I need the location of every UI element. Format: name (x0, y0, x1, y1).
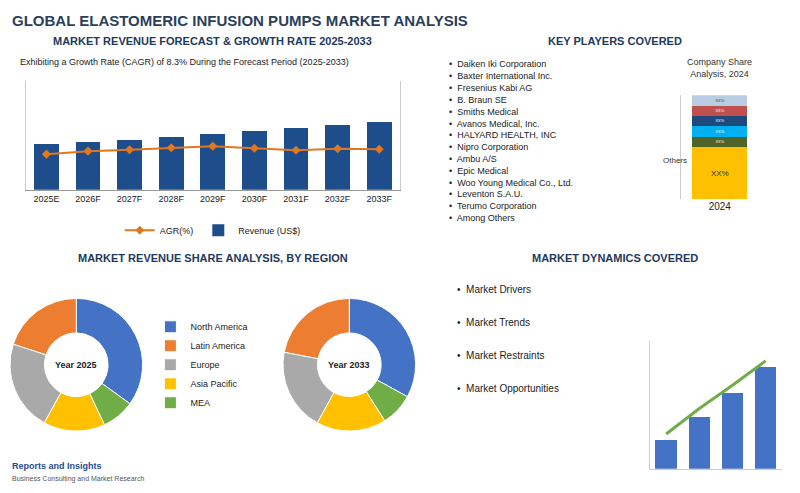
svg-text:MEA: MEA (190, 398, 210, 408)
svg-text:KEY PLAYERS COVERED: KEY PLAYERS COVERED (548, 35, 682, 47)
svg-text:2027F: 2027F (117, 194, 143, 204)
svg-text:2029F: 2029F (200, 194, 226, 204)
svg-text:Reports and Insights: Reports and Insights (12, 461, 102, 471)
svg-text:• Market Drivers: • Market Drivers (457, 284, 531, 295)
svg-text:Exhibiting a Growth Rate (CAGR: Exhibiting a Growth Rate (CAGR) of 8.3% … (20, 57, 349, 67)
svg-text:2024: 2024 (709, 201, 732, 212)
svg-text:• Among Others: • Among Others (449, 213, 515, 223)
svg-text:Latin America: Latin America (190, 341, 245, 351)
svg-text:• Epic Medical: • Epic Medical (449, 166, 508, 176)
svg-text:AGR(%): AGR(%) (160, 226, 194, 236)
svg-text:• Market Restraints: • Market Restraints (457, 350, 544, 361)
svg-text:• Ambu A/S: • Ambu A/S (449, 154, 497, 164)
svg-text:• Woo Young Medical Co., Ltd.: • Woo Young Medical Co., Ltd. (449, 178, 573, 188)
svg-text:• Avanos Medical, Inc.: • Avanos Medical, Inc. (449, 119, 540, 129)
svg-text:XX%: XX% (715, 129, 724, 134)
svg-text:2028F: 2028F (158, 194, 184, 204)
svg-text:• Market Trends: • Market Trends (457, 317, 530, 328)
svg-text:2030F: 2030F (242, 194, 268, 204)
svg-text:• Fresenius Kabi AG: • Fresenius Kabi AG (449, 83, 532, 93)
svg-text:2033F: 2033F (366, 194, 392, 204)
svg-text:North America: North America (190, 322, 247, 332)
svg-text:Revenue (US$): Revenue (US$) (238, 226, 300, 236)
svg-text:XX%: XX% (711, 169, 729, 178)
svg-text:• HALYARD HEALTH, INC: • HALYARD HEALTH, INC (449, 130, 557, 140)
svg-text:• Baxter International Inc.: • Baxter International Inc. (449, 71, 552, 81)
svg-text:Asia Pacific: Asia Pacific (190, 379, 237, 389)
svg-text:Business Consulting and Market: Business Consulting and Market Research (12, 475, 144, 483)
svg-text:Company ShareAnalysis, 2024: Company ShareAnalysis, 2024 (687, 57, 752, 79)
svg-text:• Smiths Medical: • Smiths Medical (449, 107, 518, 117)
svg-text:• Leventon S.A.U.: • Leventon S.A.U. (449, 189, 523, 199)
svg-text:• Terumo Corporation: • Terumo Corporation (449, 201, 537, 211)
svg-text:• Market Opportunities: • Market Opportunities (457, 383, 559, 394)
svg-text:MARKET REVENUE SHARE ANALYSIS,: MARKET REVENUE SHARE ANALYSIS, BY REGION (78, 252, 348, 264)
svg-text:Year 2025: Year 2025 (55, 360, 97, 370)
svg-text:MARKET DYNAMICS COVERED: MARKET DYNAMICS COVERED (532, 252, 698, 264)
svg-text:Year 2033: Year 2033 (328, 360, 370, 370)
svg-text:2025E: 2025E (33, 194, 59, 204)
svg-text:• B. Braun SE: • B. Braun SE (449, 95, 507, 105)
svg-text:GLOBAL ELASTOMERIC INFUSION PU: GLOBAL ELASTOMERIC INFUSION PUMPS MARKET… (12, 12, 468, 29)
svg-text:XX%: XX% (715, 118, 724, 123)
svg-text:MARKET REVENUE FORECAST & GROW: MARKET REVENUE FORECAST & GROWTH RATE 20… (53, 35, 372, 47)
svg-text:Others: Others (663, 156, 687, 165)
svg-text:XX%: XX% (715, 108, 724, 113)
svg-text:• Nipro Corporation: • Nipro Corporation (449, 142, 528, 152)
svg-text:• Daiken Iki Corporation: • Daiken Iki Corporation (449, 59, 546, 69)
svg-text:2032F: 2032F (325, 194, 351, 204)
svg-text:Europe: Europe (190, 360, 219, 370)
svg-text:XX%: XX% (715, 139, 724, 144)
svg-text:2026F: 2026F (75, 194, 101, 204)
svg-text:2031F: 2031F (283, 194, 309, 204)
svg-text:XX%: XX% (715, 98, 724, 103)
